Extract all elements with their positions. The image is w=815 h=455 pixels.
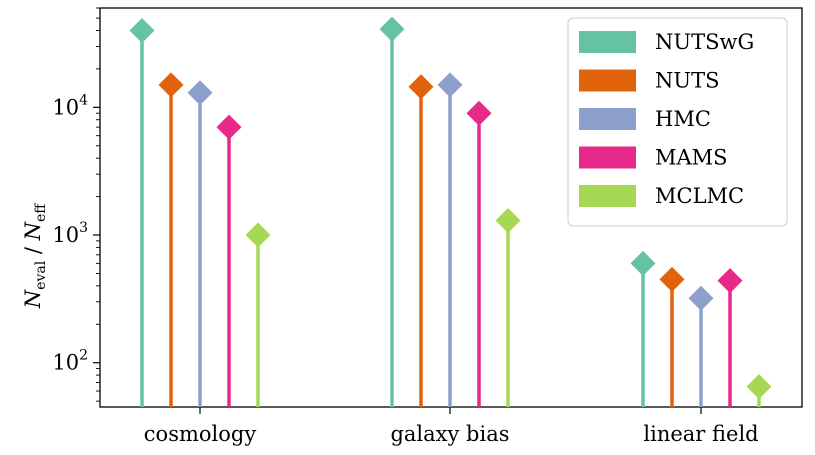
- marker-mclmc: [495, 207, 521, 233]
- marker-mams: [466, 100, 492, 126]
- y-tick-label: 102: [52, 348, 88, 375]
- marker-hmc: [688, 285, 714, 311]
- ylabel-n1: N: [21, 289, 45, 309]
- x-tick-label: galaxy bias: [390, 422, 509, 446]
- marker-nutswg: [129, 17, 155, 43]
- legend-swatch-hmc: [579, 108, 636, 130]
- ylabel-sub1: eval: [33, 260, 49, 290]
- marker-mams: [717, 268, 743, 294]
- marker-nutswg: [379, 16, 405, 42]
- legend-label-nutswg: NUTSwG: [655, 30, 754, 54]
- marker-mams: [216, 114, 242, 140]
- ylabel-sep: /: [21, 240, 45, 260]
- legend-label-hmc: HMC: [655, 107, 711, 131]
- marker-nutswg: [630, 250, 656, 276]
- marker-nuts: [158, 72, 184, 98]
- legend-swatch-nuts: [579, 69, 636, 92]
- ylabel-n2: N: [21, 221, 45, 241]
- marker-mclmc: [746, 374, 772, 400]
- plot-area: 102 103 104 cosmology galaxy bias linear fiel…: [52, 7, 803, 446]
- svg-text:Neval / Neff: Neval / Neff: [21, 203, 49, 310]
- ylabel-sub2: eff: [33, 203, 49, 222]
- marker-nuts: [408, 74, 434, 100]
- legend-swatch-mams: [579, 146, 636, 169]
- legend-swatch-mclmc: [579, 185, 636, 207]
- legend-label-nuts: NUTS: [655, 69, 719, 93]
- marker-hmc: [187, 80, 213, 106]
- y-tick-label: 103: [52, 220, 88, 247]
- legend-label-mclmc: MCLMC: [655, 184, 744, 208]
- legend: NUTSwG NUTS HMC MAMS MCLMC: [567, 17, 788, 227]
- x-tick-label: cosmology: [144, 422, 257, 446]
- marker-mclmc: [245, 222, 271, 248]
- y-axis-label: Neval / Neff: [21, 203, 49, 310]
- y-tick-label: 104: [52, 92, 88, 119]
- marker-hmc: [437, 72, 463, 98]
- legend-label-mams: MAMS: [655, 146, 728, 170]
- marker-nuts: [659, 266, 685, 292]
- x-tick-label: linear field: [643, 422, 758, 446]
- legend-swatch-nutswg: [579, 31, 636, 53]
